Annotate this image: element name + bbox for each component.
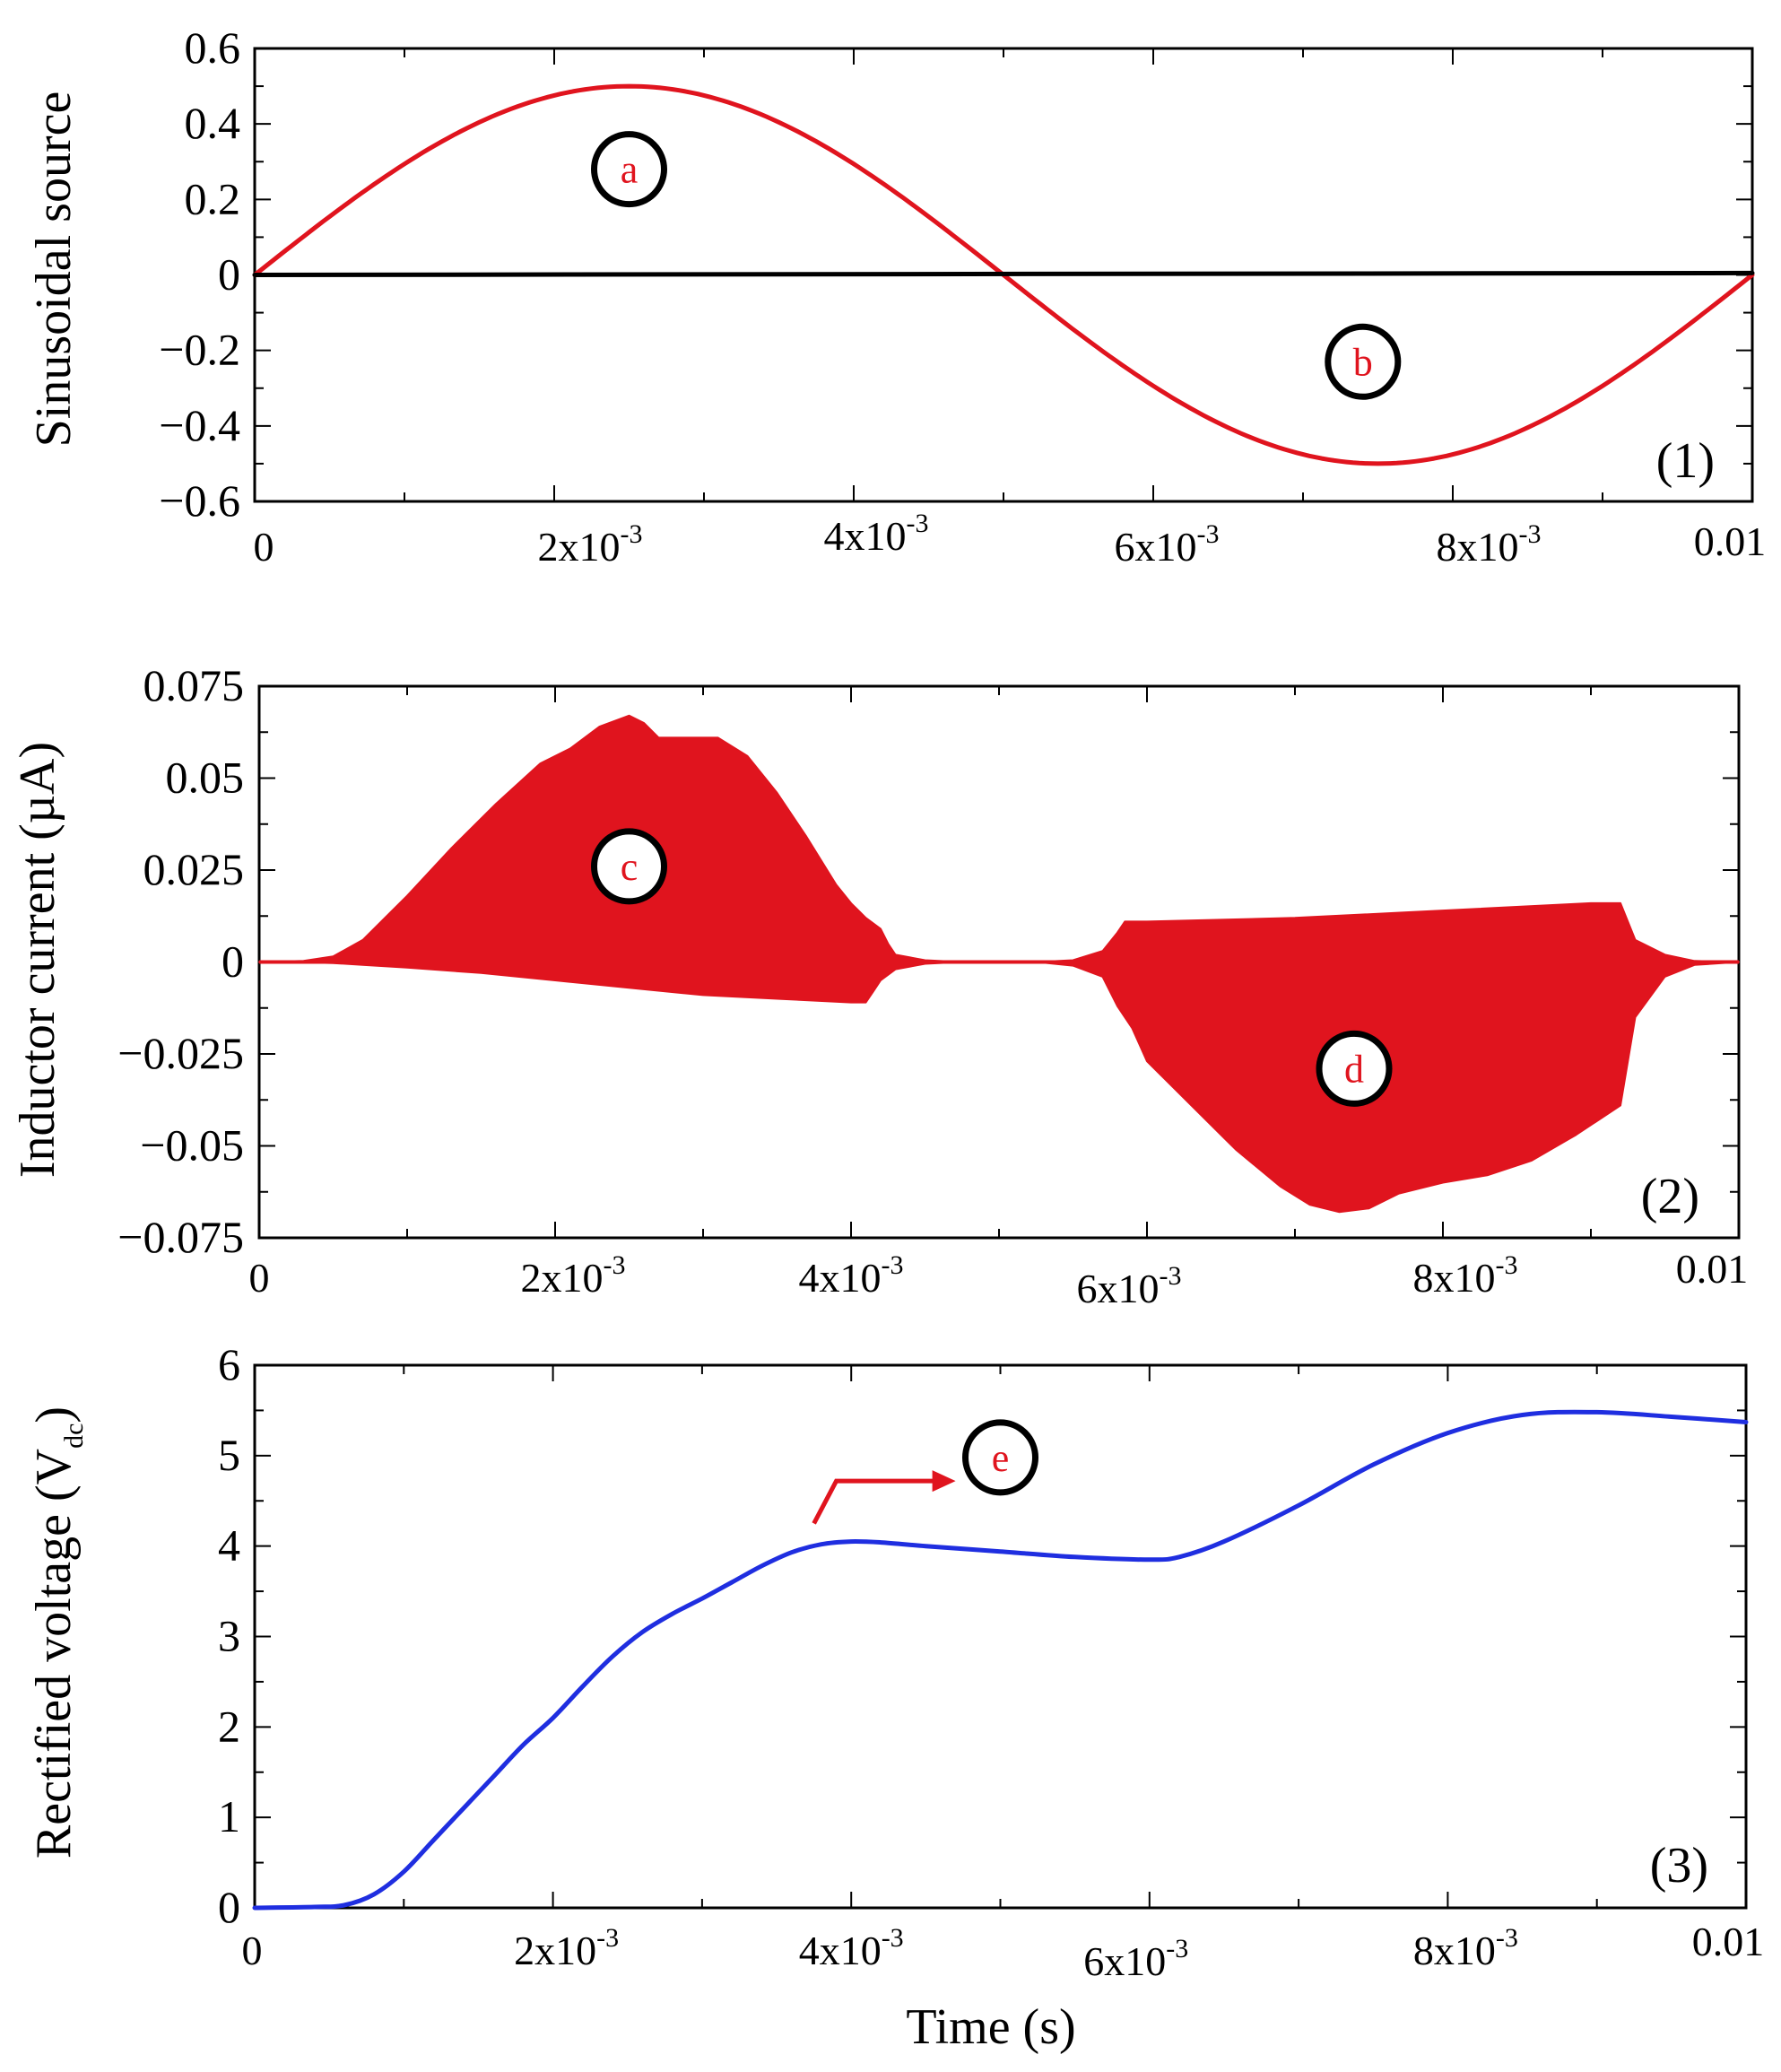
x-tick-label-base: 2x10 xyxy=(521,1255,604,1301)
annotation-marker-label: b xyxy=(1353,340,1373,384)
x-tick-label: 6x10-3 xyxy=(1115,519,1220,570)
annotation-marker-ring xyxy=(962,1419,1038,1496)
panel-label: (1) xyxy=(1656,433,1715,489)
x-tick-label: 0.01 xyxy=(1694,518,1767,564)
y-tick-label: 0.4 xyxy=(185,98,241,148)
x-tick-label-exponent: -3 xyxy=(882,1250,904,1280)
y-axis-title: Inductor current (µA) xyxy=(10,742,65,1178)
x-tick-label: 0.01 xyxy=(1692,1919,1765,1964)
x-tick-label-base: 0 xyxy=(254,524,274,570)
panel-1-sinusoidal-source: 0.60.40.20−0.2−0.4−0.6 0 2x10-3 4x10-36x10… xyxy=(26,22,1766,570)
x-tick-label: 0 xyxy=(254,524,274,570)
x-tick-label: 8x10-3 xyxy=(1413,1250,1518,1301)
annotation-marker-label: e xyxy=(992,1436,1010,1480)
annotation-arrowhead xyxy=(932,1470,956,1493)
annotation-arrow xyxy=(812,1478,938,1525)
x-tick-label-base: 8x10 xyxy=(1437,524,1519,570)
x-tick-label: 8x10-3 xyxy=(1413,1923,1518,1973)
panel-label: (2) xyxy=(1641,1169,1699,1224)
x-tick-label-base: 0.01 xyxy=(1694,518,1767,564)
y-tick-label: 0.025 xyxy=(143,844,245,894)
x-tick-label-base: 4x10 xyxy=(799,1928,882,1973)
series-line-vdc xyxy=(252,1409,1749,1911)
inductor-current-envelope xyxy=(258,714,1740,1214)
x-tick-label-exponent: -3 xyxy=(1496,1250,1518,1280)
y-axis-title: Rectified voltage (Vdc) xyxy=(26,1406,89,1859)
x-tick-label-exponent: -3 xyxy=(1519,519,1542,549)
y-tick-label: 5 xyxy=(218,1430,240,1480)
y-axis-title: Sinusoidal source xyxy=(26,91,82,448)
x-tick-label-base: 4x10 xyxy=(799,1255,882,1301)
annotation-marker-ring xyxy=(1316,1030,1393,1107)
annotation-marker-label: c xyxy=(621,845,639,889)
x-axis-title: Time (s) xyxy=(906,1999,1075,2055)
x-tick-label-base: 0 xyxy=(242,1928,263,1973)
x-tick-label: 2x10-3 xyxy=(514,1923,619,1973)
x-tick-label-base: 8x10 xyxy=(1413,1255,1496,1301)
x-tick-label-base: 8x10 xyxy=(1413,1928,1496,1973)
x-tick-label: 6x10-3 xyxy=(1083,1934,1188,1984)
y-tick-label: 0 xyxy=(218,249,240,300)
x-tick-label-exponent: -3 xyxy=(1496,1923,1518,1953)
x-tick-label-exponent: -3 xyxy=(604,1250,626,1280)
y-tick-label: 2 xyxy=(218,1701,240,1751)
y-tick-label: 0.2 xyxy=(185,173,241,223)
x-tick-label-base: 2x10 xyxy=(514,1928,596,1973)
x-tick-label: 2x10-3 xyxy=(521,1250,626,1301)
x-tick-label: 6x10-3 xyxy=(1077,1261,1182,1311)
x-tick-label-exponent: -3 xyxy=(1166,1934,1188,1963)
annotation-marker-ring xyxy=(591,131,667,208)
x-tick-label-base: 6x10 xyxy=(1077,1266,1160,1311)
x-tick-label: 2x10-3 xyxy=(538,519,643,570)
y-tick-label: 0.05 xyxy=(166,753,245,803)
x-tick-label-base: 0.01 xyxy=(1692,1919,1765,1964)
x-tick-label: 0.01 xyxy=(1676,1246,1749,1292)
y-tick-label: 3 xyxy=(218,1611,240,1661)
x-tick-label-exponent: -3 xyxy=(621,519,643,549)
annotation-marker-ring xyxy=(591,828,667,905)
x-tick-label-base: 6x10 xyxy=(1115,524,1197,570)
x-tick-label-exponent: -3 xyxy=(1160,1261,1182,1291)
y-tick-label: −0.075 xyxy=(117,1212,244,1262)
x-tick-label-base: 0.01 xyxy=(1676,1246,1749,1292)
x-tick-label-exponent: -3 xyxy=(882,1923,904,1953)
x-tick-label: 4x10-3 xyxy=(799,1250,904,1301)
y-tick-label: −0.05 xyxy=(140,1120,244,1171)
y-tick-label: 1 xyxy=(218,1791,240,1841)
y-tick-label: −0.2 xyxy=(159,325,240,375)
annotation-marker-label: d xyxy=(1344,1047,1364,1091)
y-tick-label: 0 xyxy=(222,936,244,987)
y-tick-label: 0.075 xyxy=(143,660,245,710)
panel-label: (3) xyxy=(1650,1838,1708,1894)
x-tick-label-exponent: -3 xyxy=(907,509,929,538)
y-tick-label: 6 xyxy=(218,1339,240,1389)
x-tick-label: 0 xyxy=(249,1255,270,1301)
x-tick-label: 4x10-3 xyxy=(824,509,929,559)
x-tick-label-base: 0 xyxy=(249,1255,270,1301)
x-tick-label-exponent: -3 xyxy=(596,1923,619,1953)
y-tick-label: −0.025 xyxy=(117,1028,244,1078)
y-tick-label: 4 xyxy=(218,1520,240,1571)
y-tick-label: −0.4 xyxy=(159,400,240,450)
x-tick-label-base: 6x10 xyxy=(1083,1938,1166,1984)
annotation-marker-label: a xyxy=(621,148,639,192)
y-axis-title-close: ) xyxy=(26,1406,82,1423)
annotation-marker-ring xyxy=(1325,323,1402,400)
y-axis-title-main: Rectified voltage (V xyxy=(26,1449,82,1859)
y-tick-label: 0.6 xyxy=(185,22,241,73)
x-tick-label: 0 xyxy=(242,1928,263,1973)
x-tick-label: 4x10-3 xyxy=(799,1923,904,1973)
y-tick-label: −0.6 xyxy=(159,475,240,526)
y-tick-label: 0 xyxy=(218,1882,240,1932)
x-tick-label-exponent: -3 xyxy=(1197,519,1220,549)
x-tick-label-base: 4x10 xyxy=(824,513,907,559)
x-tick-label-base: 2x10 xyxy=(538,524,621,570)
y-axis-title-subscript: dc xyxy=(59,1423,89,1449)
series-line-zero-line xyxy=(252,270,1755,277)
x-tick-label: 8x10-3 xyxy=(1437,519,1542,570)
